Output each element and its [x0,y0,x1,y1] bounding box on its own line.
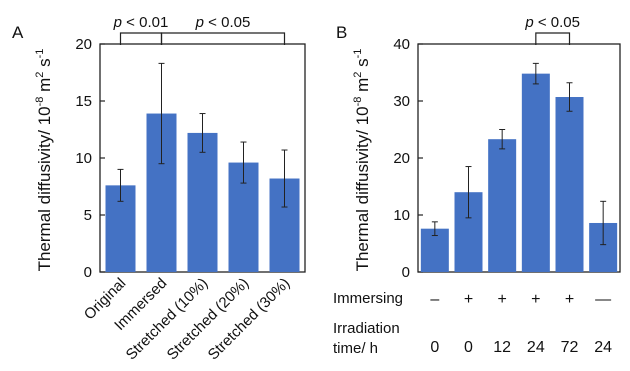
irradiation-value: 24 [594,339,612,356]
bar [187,132,218,272]
bar [555,97,584,272]
y-tick-label: 15 [75,93,92,110]
panel-b-annotations: p < 0.05 [524,14,580,45]
significance-label: p < 0.05 [195,14,251,31]
irradiation-value: 0 [464,339,473,356]
panel-b-condition-rows: Immersing Irradiation time/ h – + + + + — 0 0 12… [333,290,612,357]
panel-a-bars [105,113,300,272]
significance-bracket [160,32,286,45]
immersing-value: + [531,291,540,308]
irradiation-value: 0 [430,339,439,356]
panel-b-y-ticks: 0 10 20 30 40 [393,36,423,281]
immersing-value: — [595,291,611,308]
irradiation-value: 24 [527,339,545,356]
panel-a-y-ticks: 0 5 10 15 20 [75,36,105,281]
bar [488,139,517,272]
y-tick-label: 30 [393,93,410,110]
panel-a-annotations: p < 0.01 p < 0.05 [113,14,286,45]
irradiation-row-title-2: time/ h [333,340,378,357]
significance-bracket [119,32,163,45]
panel-a: A Thermal diffusivity/ 10-8 m2 s-1 0 5 10 1… [12,14,306,364]
significance-label: p < 0.05 [524,14,580,31]
y-tick-label: 10 [75,150,92,167]
panel-b-error-bars [431,62,607,246]
immersing-value: + [565,291,574,308]
irradiation-value: 72 [561,339,579,356]
immersing-value: + [464,291,473,308]
panel-b-bars [420,73,618,272]
panel-a-ylabel: Thermal diffusivity/ 10-8 m2 s-1 [34,49,54,272]
significance-label: p < 0.01 [113,14,169,31]
y-tick-label: 20 [75,36,92,53]
y-tick-label: 5 [84,207,92,224]
immersing-value: – [430,291,439,308]
y-tick-label: 20 [393,150,410,167]
panel-b: B Thermal diffusivity/ 10-8 m2 s-1 0 10 20… [333,14,621,357]
y-tick-label: 0 [84,264,92,281]
y-tick-label: 0 [402,264,410,281]
irradiation-value: 12 [493,339,511,356]
y-tick-label: 40 [393,36,410,53]
y-tick-label: 10 [393,207,410,224]
significance-bracket [535,32,571,45]
panel-b-ylabel: Thermal diffusivity/ 10-8 m2 s-1 [352,49,372,272]
panel-a-label: A [12,23,24,42]
panel-a-error-bars [117,62,288,208]
bar [521,73,550,272]
immersing-row-title: Immersing [333,290,403,307]
irradiation-row-title-1: Irradiation [333,320,400,337]
panel-b-label: B [336,23,347,42]
immersing-value: + [497,291,506,308]
